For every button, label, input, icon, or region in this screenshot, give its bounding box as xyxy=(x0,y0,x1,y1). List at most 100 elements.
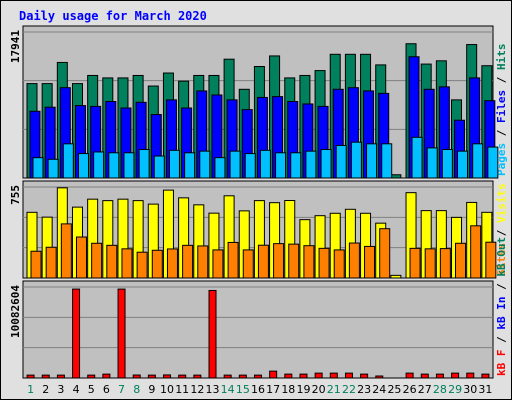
bar-kb-f xyxy=(56,374,65,379)
bar-pages xyxy=(411,136,423,179)
bar-pages xyxy=(168,149,180,179)
bar-pages xyxy=(93,151,105,179)
bar-kb-f xyxy=(102,373,111,379)
day-label: 1 xyxy=(27,383,34,396)
bar-kb-f xyxy=(405,372,414,379)
day-label: 26 xyxy=(403,383,417,396)
bar-sites xyxy=(333,249,345,279)
bar-kb-f xyxy=(481,373,490,379)
bar-pages xyxy=(426,147,438,179)
bar-kb-f xyxy=(178,374,187,379)
bar-sites xyxy=(439,248,451,279)
bar-sites xyxy=(227,241,239,279)
day-label: 17 xyxy=(266,383,280,396)
bar-sites xyxy=(151,249,163,279)
bar-kb-f xyxy=(117,288,126,379)
bar-pages xyxy=(199,150,211,179)
legend-entry: / xyxy=(495,277,508,297)
chart-title: Daily usage for March 2020 xyxy=(19,9,207,23)
bar-pages xyxy=(62,143,74,179)
bar-pages xyxy=(77,153,89,179)
legend-entry: Visits xyxy=(495,183,508,223)
bar-pages xyxy=(335,144,347,179)
day-label: 28 xyxy=(433,383,447,396)
bar-kb-f xyxy=(72,288,81,379)
day-label: 14 xyxy=(221,383,235,396)
bar-pages xyxy=(108,152,120,179)
bar-kb-f xyxy=(375,375,384,379)
bar-kb-f xyxy=(269,370,278,379)
bar-kb-f xyxy=(26,374,35,379)
bar-sites xyxy=(212,249,224,279)
y-axis-max-label: 10082604 xyxy=(9,285,22,338)
day-label: 6 xyxy=(103,383,110,396)
day-label: 7 xyxy=(118,383,125,396)
day-label: 24 xyxy=(372,383,386,396)
kbytes-panel: 10082604 kB F / kB In / kB Out xyxy=(9,237,508,379)
bar-pages xyxy=(320,149,332,179)
bar-kb-f xyxy=(87,374,96,379)
day-label: 25 xyxy=(387,383,401,396)
panel-legend: Sites / Visits xyxy=(495,183,508,276)
bar-sites xyxy=(257,244,269,279)
bar-sites xyxy=(121,248,133,279)
series-pages xyxy=(32,136,499,179)
day-label: 22 xyxy=(342,383,356,396)
y-axis-max-label: 17941 xyxy=(9,30,22,63)
bar-sites xyxy=(91,242,103,279)
bar-pages xyxy=(138,149,150,179)
bar-kb-f xyxy=(208,289,217,379)
bar-sites xyxy=(379,228,391,279)
day-label: 4 xyxy=(73,383,80,396)
legend-entry: kB In xyxy=(495,297,508,330)
day-label: 23 xyxy=(357,383,371,396)
panel-background xyxy=(22,280,494,379)
bar-pages xyxy=(457,150,469,179)
day-label: 18 xyxy=(281,383,295,396)
bar-kb-f xyxy=(466,372,475,379)
visits-sites-panel: 755 Sites / Visits xyxy=(9,180,508,279)
legend-entry: Sites xyxy=(495,243,508,276)
legend-entry: / xyxy=(495,330,508,350)
bar-sites xyxy=(106,244,118,279)
bar-pages xyxy=(153,155,165,179)
series-sites xyxy=(30,223,497,279)
bar-sites xyxy=(45,246,57,279)
bar-sites xyxy=(318,247,330,279)
bar-sites xyxy=(288,243,300,279)
bar-kb-f xyxy=(254,374,262,379)
day-label: 9 xyxy=(148,383,155,396)
day-label: 21 xyxy=(327,383,341,396)
bar-pages xyxy=(244,153,256,179)
bar-sites xyxy=(166,248,178,279)
bar-pages xyxy=(366,143,378,179)
day-label: 15 xyxy=(236,383,250,396)
bar-kb-f xyxy=(284,373,293,379)
bar-kb-f xyxy=(147,374,156,379)
bar-sites xyxy=(485,241,497,279)
series-kb-f xyxy=(26,288,490,379)
bar-pages xyxy=(47,158,59,179)
bar-kb-f xyxy=(223,374,232,379)
bar-sites xyxy=(273,243,285,279)
day-label: 20 xyxy=(312,383,326,396)
day-label: 12 xyxy=(190,383,204,396)
legend-entry: / xyxy=(495,223,508,243)
bar-sites xyxy=(136,251,148,279)
legend-entry: / xyxy=(495,70,508,90)
bar-sites xyxy=(30,250,42,279)
day-label: 2 xyxy=(42,383,49,396)
bar-sites xyxy=(197,245,209,279)
bar-pages xyxy=(229,150,241,179)
bar-pages xyxy=(441,149,453,179)
bar-visits xyxy=(390,274,402,279)
day-label: 29 xyxy=(448,383,462,396)
bar-kb-f xyxy=(238,374,247,379)
bar-sites xyxy=(424,248,436,279)
bar-kb-f xyxy=(314,372,323,379)
bar-kb-f xyxy=(329,372,338,379)
bar-pages xyxy=(214,157,226,179)
legend-entry: / xyxy=(495,123,508,143)
